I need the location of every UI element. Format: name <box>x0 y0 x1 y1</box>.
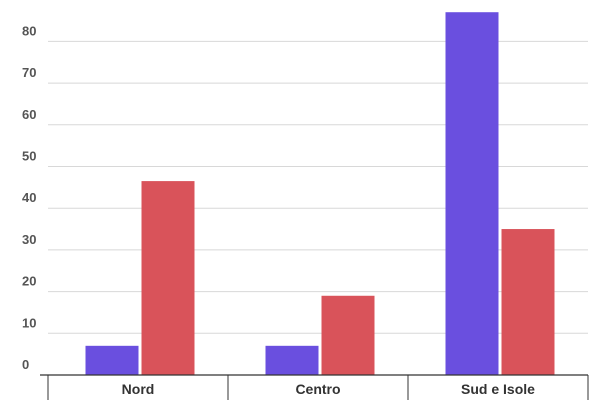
x-category-label: Sud e Isole <box>461 381 535 397</box>
y-tick-label: 70 <box>22 65 36 80</box>
x-axis <box>40 374 589 400</box>
y-tick-label: 30 <box>22 232 36 247</box>
bar-nord-series-2 <box>141 181 195 375</box>
y-tick-label: 0 <box>22 357 29 372</box>
y-tick-label: 10 <box>22 315 36 330</box>
bar-sud-e-isole-series-1 <box>445 12 499 376</box>
y-tick-label: 40 <box>22 190 36 205</box>
y-axis-tick-labels: 0 10 20 30 40 50 60 70 80 <box>22 23 36 372</box>
y-tick-label: 60 <box>22 107 36 122</box>
bar-centro-series-2 <box>321 295 375 375</box>
y-tick-label: 50 <box>22 149 36 164</box>
bars <box>85 12 555 376</box>
gridlines <box>48 40 588 334</box>
x-category-label: Centro <box>295 381 340 397</box>
bar-sud-e-isole-series-2 <box>501 229 555 375</box>
bar-centro-series-1 <box>265 345 319 375</box>
x-axis-category-labels: Nord Centro Sud e Isole <box>122 381 535 397</box>
x-category-label: Nord <box>122 381 155 397</box>
y-tick-label: 80 <box>22 23 36 38</box>
y-tick-label: 20 <box>22 274 36 289</box>
bar-nord-series-1 <box>85 345 139 375</box>
